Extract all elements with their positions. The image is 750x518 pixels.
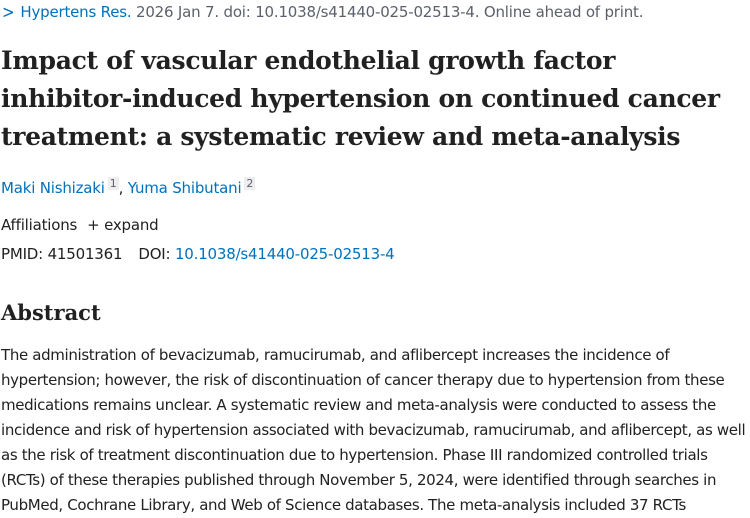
abstract-heading: Abstract [1, 300, 101, 325]
expand-affiliations-button[interactable]: + expand [87, 216, 159, 234]
journal-link[interactable]: Hypertens Res. [20, 3, 132, 21]
chevron-right-icon[interactable]: > [2, 1, 15, 23]
doi-link[interactable]: 10.1038/s41440-025-02513-4 [174, 245, 395, 263]
affiliation-ref[interactable]: 1 [107, 177, 119, 190]
affiliations-label: Affiliations [1, 216, 78, 234]
identifiers: PMID: 41501361 DOI: 10.1038/s41440-025-02… [1, 245, 395, 263]
author-link[interactable]: Yuma Shibutani [127, 179, 242, 197]
citation-details: 2026 Jan 7. doi: 10.1038/s41440-025-0251… [131, 3, 644, 21]
citation-line: > Hypertens Res. 2026 Jan 7. doi: 10.1038… [2, 1, 644, 23]
affiliations-row: Affiliations + expand [1, 216, 159, 234]
affiliation-ref[interactable]: 2 [244, 177, 256, 190]
article-title: Impact of vascular endothelial growth fa… [1, 46, 720, 151]
doi-label: DOI: [138, 245, 175, 263]
pmid: PMID: 41501361 [1, 245, 123, 263]
author-link[interactable]: Maki Nishizaki [1, 179, 105, 197]
author-list: Maki Nishizaki 1, Yuma Shibutani 2 [1, 177, 256, 197]
abstract-text: The administration of bevacizumab, ramuc… [1, 346, 746, 514]
